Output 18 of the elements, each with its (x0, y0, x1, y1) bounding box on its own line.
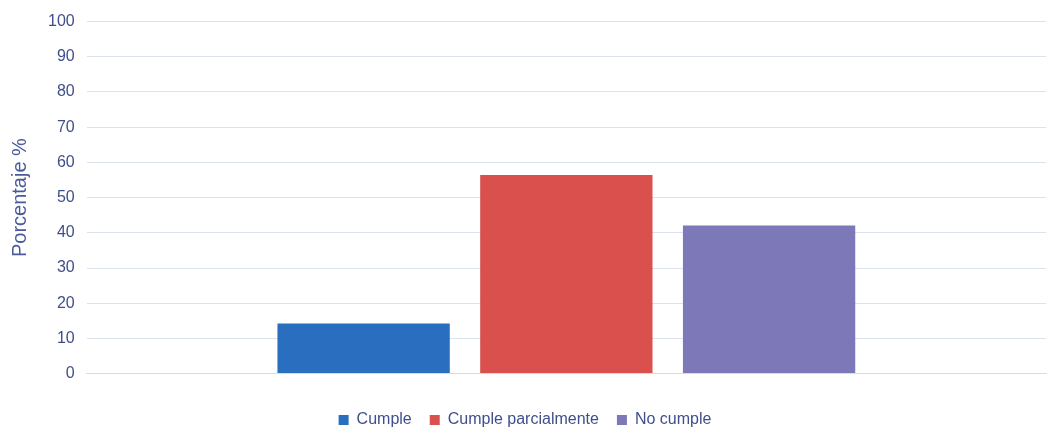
y-tick-label: 20 (56, 293, 75, 311)
y-axis-title: Porcentaje % (7, 137, 30, 258)
bar (277, 323, 450, 374)
legend-label: Cumple (356, 410, 412, 428)
legend-label: Cumple parcialmente (447, 410, 600, 428)
y-tick-label: 100 (47, 12, 75, 30)
y-tick-label: 10 (56, 328, 75, 346)
y-tick-label: 90 (56, 47, 75, 65)
y-tick-label: 0 (65, 364, 75, 382)
bar (682, 225, 856, 374)
legend-label: No cumple (634, 410, 712, 428)
y-tick-label: 60 (56, 152, 75, 170)
y-tick-label: 40 (56, 223, 75, 241)
y-tick-label: 50 (56, 188, 75, 206)
bar (480, 175, 653, 374)
y-tick-label: 80 (56, 82, 75, 100)
y-tick-label: 30 (56, 258, 75, 276)
y-tick-label: 70 (56, 117, 75, 135)
